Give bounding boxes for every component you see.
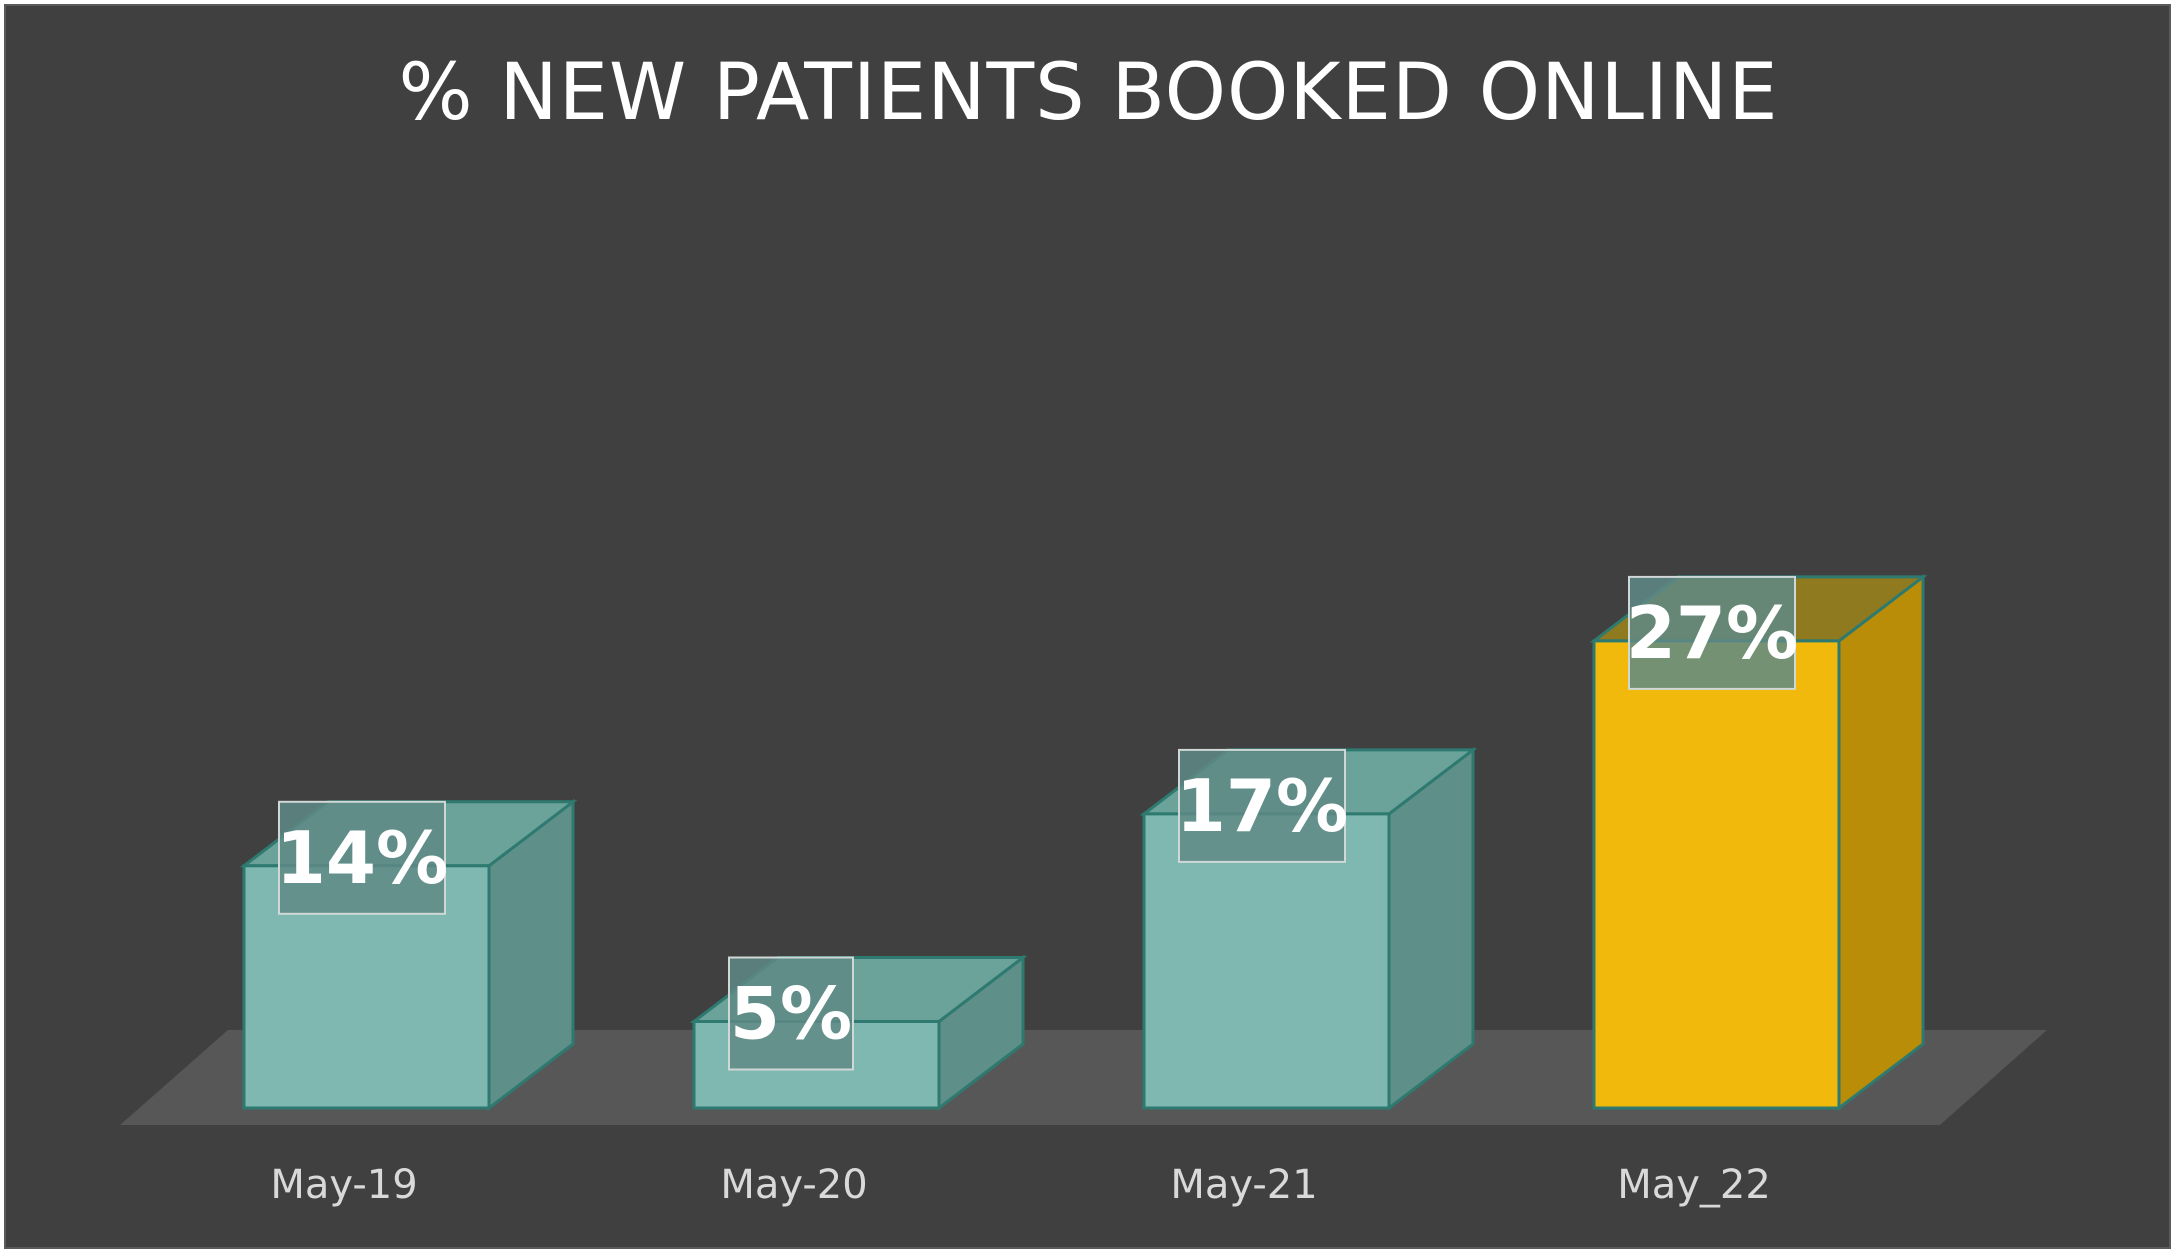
bar-front-face xyxy=(1142,812,1391,1110)
data-label-May_22: 27% xyxy=(1626,575,1798,690)
x-tick-label: May-19 xyxy=(270,1162,417,1208)
data-label-text: 14% xyxy=(276,816,448,900)
data-label-box xyxy=(728,956,854,1071)
data-label-May-21: 17% xyxy=(1176,748,1348,863)
chart-title: % NEW PATIENTS BOOKED ONLINE xyxy=(398,48,1779,138)
chart-floor xyxy=(120,1030,2047,1125)
bar-front-face xyxy=(1592,639,1841,1110)
data-label-box xyxy=(278,800,446,915)
data-label-text: 27% xyxy=(1626,591,1798,675)
x-tick-label: May-20 xyxy=(720,1162,867,1208)
data-label-May-20: 5% xyxy=(728,956,854,1071)
bar-side-face xyxy=(1837,573,1925,1112)
data-label-text: 17% xyxy=(1176,764,1348,848)
data-label-box xyxy=(1628,575,1796,690)
data-label-May-19: 14% xyxy=(276,800,448,915)
x-tick-label: May_22 xyxy=(1617,1162,1771,1208)
x-tick-label: May-21 xyxy=(1170,1162,1317,1208)
data-label-box xyxy=(1178,748,1346,863)
data-label-text: 5% xyxy=(730,972,852,1056)
